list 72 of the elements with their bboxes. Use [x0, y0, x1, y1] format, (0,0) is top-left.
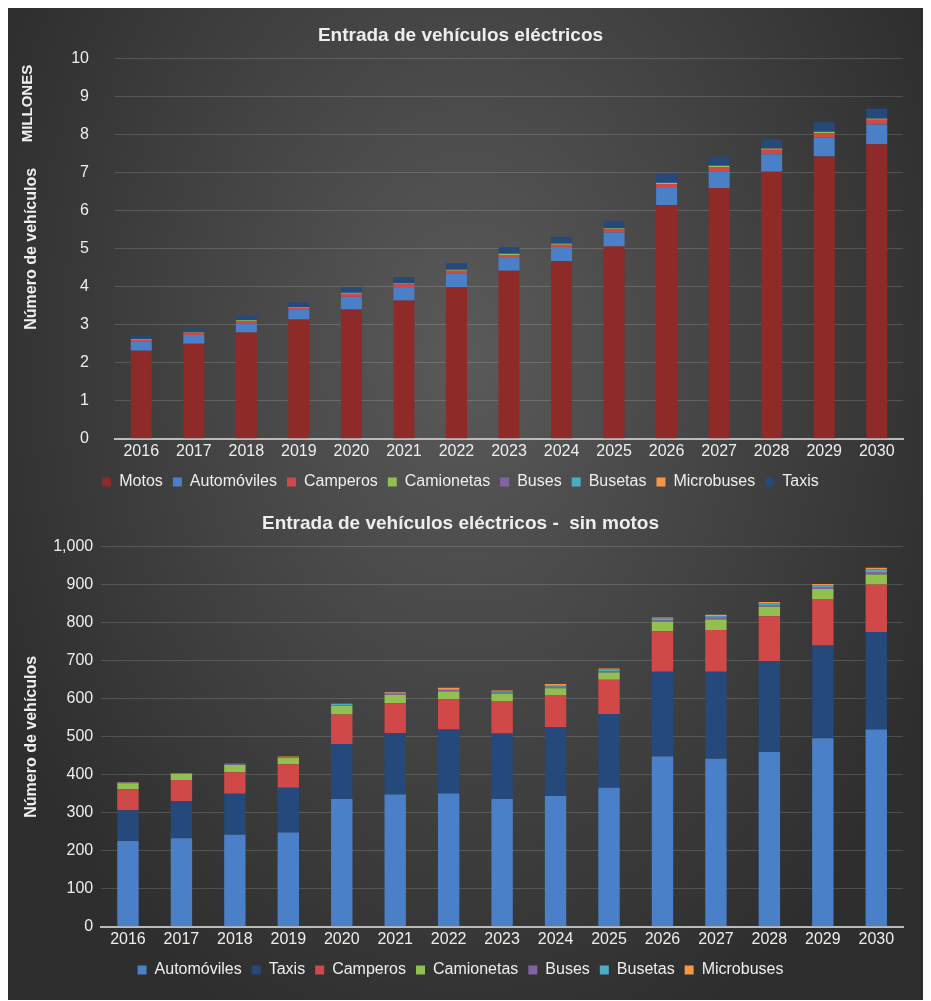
x-tick-label: 2025 [596, 441, 632, 459]
legend-label: Camperos [332, 960, 406, 978]
y-axis-title: Número de vehículos [22, 655, 40, 818]
x-tick-label: 2018 [228, 441, 265, 459]
x-tick-label: 2026 [648, 441, 685, 459]
legend-label: Buses [545, 960, 590, 978]
x-tick-label: 2024 [537, 929, 574, 947]
x-tick-label: 2020 [323, 929, 360, 947]
legend-label: Buses [517, 472, 562, 490]
legend-label: Automóviles [154, 960, 242, 978]
legend-label: Automóviles [189, 472, 278, 490]
x-tick-label: 2021 [377, 929, 414, 947]
x-tick-label: 2027 [701, 441, 738, 459]
y-tick-label: 7 [80, 163, 90, 181]
y-tick-label: 300 [66, 803, 94, 821]
x-tick-label: 2022 [430, 929, 467, 947]
y-tick-label: 2 [80, 353, 90, 371]
x-tick-label: 2016 [123, 441, 160, 459]
x-tick-label: 2029 [806, 441, 843, 459]
legend-label: Camperos [304, 472, 378, 490]
x-tick-label: 2030 [858, 441, 895, 459]
x-tick-label: 2017 [176, 441, 212, 459]
x-tick-label: 2023 [484, 929, 521, 947]
y-tick-label: 900 [66, 575, 94, 593]
legend-label: Camionetas [432, 960, 519, 978]
legend-label: Taxis [782, 472, 819, 490]
y-tick-label: 700 [66, 651, 94, 669]
x-tick-label: 2025 [591, 929, 627, 947]
legend-label: Busetas [616, 960, 675, 978]
y-tick-label: 1 [80, 391, 90, 409]
x-tick-label: 2021 [386, 441, 422, 459]
x-tick-label: 2027 [698, 929, 734, 947]
legend-label: Microbuses [673, 472, 756, 490]
y-tick-label: 10 [71, 49, 90, 67]
y-tick-label: 9 [80, 87, 90, 105]
y-tick-label: 5 [80, 239, 90, 257]
y-tick-label: 6 [80, 201, 90, 219]
legend-label: Microbuses [701, 960, 784, 978]
chart-title: Entrada de vehículos eléctricos [317, 23, 604, 45]
x-tick-label: 2028 [751, 929, 788, 947]
chart-title: Entrada de vehículos eléctricos - sin motos [261, 511, 660, 533]
x-tick-label: 2019 [270, 929, 307, 947]
x-tick-label: 2030 [858, 929, 895, 947]
x-tick-label: 2019 [281, 441, 317, 459]
x-tick-label: 2028 [753, 441, 790, 459]
legend-label: Busetas [588, 472, 647, 490]
y-tick-label: 0 [80, 429, 90, 447]
x-tick-label: 2020 [333, 441, 370, 459]
x-tick-label: 2026 [644, 929, 681, 947]
y-tick-label: 800 [66, 613, 94, 631]
x-tick-label: 2023 [491, 441, 527, 459]
x-tick-label: 2016 [110, 929, 146, 947]
y-tick-label: 200 [66, 841, 94, 859]
y-tick-label: 4 [80, 277, 90, 295]
legend-label: Motos [119, 472, 163, 490]
y-tick-label: 3 [80, 315, 90, 333]
y-tick-label: 600 [66, 689, 94, 707]
y-axis-title: Número de vehículos [22, 167, 40, 330]
y-tick-label: 100 [66, 879, 94, 897]
x-tick-label: 2024 [543, 441, 580, 459]
y-tick-label: 8 [80, 125, 90, 143]
x-tick-label: 2022 [438, 441, 475, 459]
legend-label: Camionetas [404, 472, 491, 490]
text: MILLONES [18, 64, 36, 143]
legend-label: Taxis [268, 960, 306, 978]
y-tick-label: 500 [66, 727, 94, 745]
y-tick-label: 1,000 [53, 537, 94, 555]
y-tick-label: 0 [84, 917, 94, 935]
x-tick-label: 2029 [805, 929, 841, 947]
x-tick-label: 2018 [217, 929, 253, 947]
x-tick-label: 2017 [163, 929, 200, 947]
y-tick-label: 400 [66, 765, 94, 783]
